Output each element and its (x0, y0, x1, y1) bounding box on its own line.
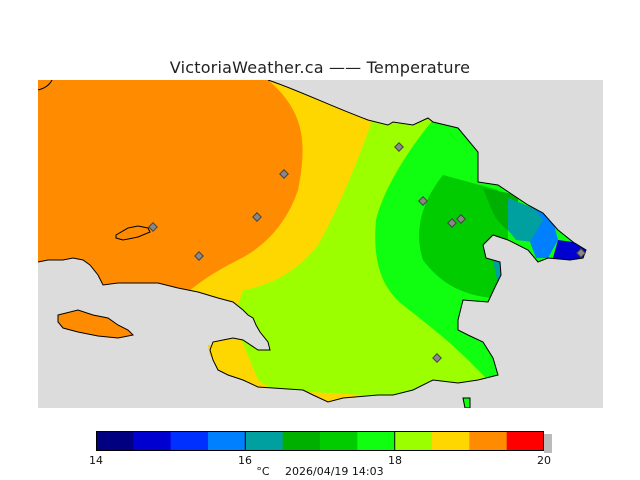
station-marker[interactable] (148, 222, 158, 232)
colorbar-cell (357, 431, 396, 451)
map-svg (38, 80, 603, 408)
colorbar (96, 431, 544, 451)
temperature-map (38, 80, 603, 408)
colorbar-cell (96, 431, 134, 451)
colorbar-cell (282, 431, 321, 451)
map-title: VictoriaWeather.ca —— Temperature (169, 58, 471, 77)
station-marker[interactable] (279, 169, 289, 179)
colorbar-cell (170, 431, 209, 451)
inlet-outline (115, 225, 151, 241)
station-marker[interactable] (456, 214, 466, 224)
timestamp: 2026/04/19 14:03 (285, 465, 384, 478)
corner-coast (38, 80, 53, 91)
colorbar-tick-label: 18 (388, 454, 402, 467)
colorbar-tick-label: 16 (238, 454, 252, 467)
colorbar-cell (506, 431, 544, 451)
coastline (38, 80, 587, 403)
station-marker[interactable] (447, 218, 457, 228)
station-markers (148, 142, 586, 363)
islet (462, 397, 471, 408)
colorbar-cell (245, 431, 284, 451)
colorbar-cell (394, 431, 433, 451)
unit-label: °C (256, 465, 270, 478)
colorbar-shadow (544, 434, 552, 453)
map-footer: °C 2026/04/19 14:03 (0, 465, 640, 478)
colorbar-cell (133, 431, 172, 451)
station-marker[interactable] (252, 212, 262, 222)
colorbar-cell (208, 431, 246, 451)
zone-teal (508, 198, 543, 242)
zone-mid-green (419, 175, 508, 298)
station-marker[interactable] (394, 142, 404, 152)
colorbar-border (96, 431, 544, 451)
station-marker[interactable] (418, 196, 428, 206)
colorbar-tick-label: 14 (89, 454, 103, 467)
peninsula-outline (57, 309, 135, 339)
station-marker[interactable] (576, 248, 586, 258)
colorbar-cells (96, 431, 544, 451)
colorbar-cell (469, 431, 508, 451)
colorbar-cell (432, 431, 470, 451)
colorbar-cell (320, 431, 358, 451)
station-marker[interactable] (194, 251, 204, 261)
colorbar-tick-label: 20 (537, 454, 551, 467)
station-marker[interactable] (432, 353, 442, 363)
